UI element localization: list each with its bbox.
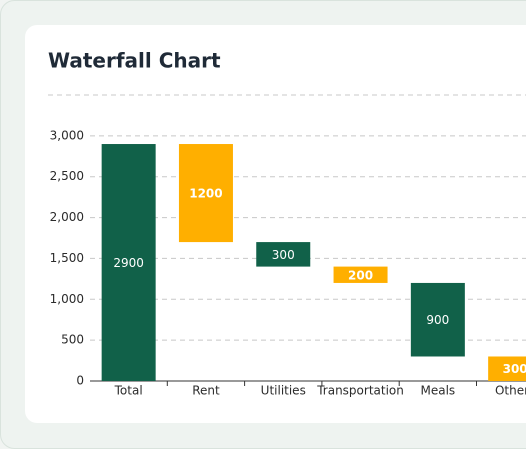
- bar: [488, 356, 526, 381]
- y-tick-label: 1,500: [50, 251, 84, 265]
- x-tick-label: Meals: [421, 384, 456, 398]
- y-tick-label: 3,000: [50, 128, 84, 142]
- bar: [333, 266, 388, 283]
- y-tick-label: 2,500: [50, 169, 84, 183]
- bar: [256, 242, 311, 267]
- y-tick-label: 500: [61, 333, 84, 347]
- data-label: 900: [426, 313, 449, 327]
- bar: [410, 282, 465, 357]
- x-tick-label: Transportation: [316, 384, 404, 398]
- bar: [178, 144, 233, 243]
- data-label: 200: [348, 268, 373, 282]
- chart-title: Waterfall Chart: [48, 49, 221, 73]
- bar: [101, 144, 156, 381]
- y-tick-label: 2,000: [50, 210, 84, 224]
- data-label: 300: [503, 362, 526, 376]
- y-tick-label: 1,000: [50, 292, 84, 306]
- x-tick-label: Utilities: [261, 384, 306, 398]
- x-tick-label: Others: [495, 384, 526, 398]
- data-label: 300: [272, 248, 295, 262]
- y-tick-label: 0: [76, 374, 84, 388]
- data-label: 1200: [189, 187, 222, 201]
- x-tick-label: Total: [114, 384, 143, 398]
- card: [25, 25, 526, 423]
- data-label: 2900: [113, 256, 144, 270]
- x-tick-label: Rent: [192, 384, 220, 398]
